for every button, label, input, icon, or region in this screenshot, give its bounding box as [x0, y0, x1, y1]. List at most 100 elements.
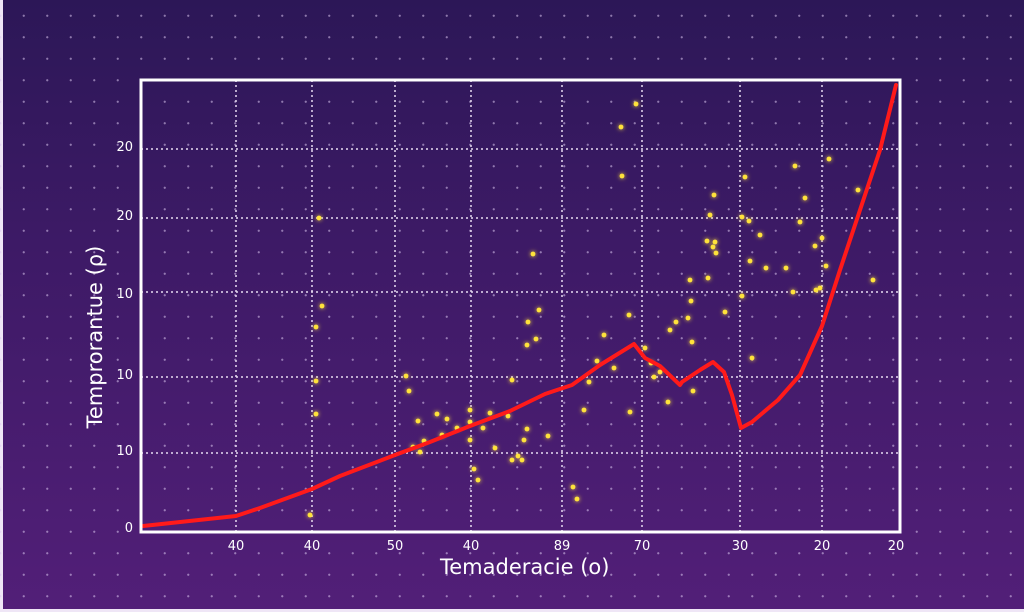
plot-frame — [139, 78, 902, 534]
scatter-point — [307, 512, 313, 518]
scatter-point — [704, 238, 710, 244]
scatter-point — [480, 425, 486, 431]
trend-line — [141, 83, 898, 528]
scatter-point — [509, 377, 515, 383]
scatter-point — [642, 345, 648, 351]
scatter-point — [403, 373, 409, 379]
scatter-point — [823, 263, 829, 269]
scatter-point — [524, 342, 530, 348]
x-tick-label: 30 — [731, 539, 749, 554]
scatter-point — [742, 174, 748, 180]
scatter-point — [515, 453, 521, 459]
scatter-point — [536, 307, 542, 313]
scatter-point — [746, 218, 752, 224]
scatter-point — [855, 187, 861, 193]
scatter-point — [467, 437, 473, 443]
scatter-point — [313, 324, 319, 330]
scatter-point — [524, 426, 530, 432]
x-tick-label: 40 — [227, 539, 245, 554]
scatter-point — [611, 365, 617, 371]
scatter-point — [673, 319, 679, 325]
scatter-point — [467, 419, 473, 425]
scatter-point — [710, 244, 716, 250]
y-tick-label: 10 — [116, 444, 133, 459]
scatter-point — [601, 332, 607, 338]
y-tick-label: 20 — [116, 140, 133, 155]
scatter-point — [487, 410, 493, 416]
scatter-point — [505, 413, 511, 419]
scatter-point — [747, 258, 753, 264]
scatter-point — [712, 239, 718, 245]
scatter-point — [792, 163, 798, 169]
scatter-point — [783, 265, 789, 271]
x-tick-label: 20 — [887, 539, 905, 554]
scatter-point — [665, 399, 671, 405]
scatter-point — [313, 378, 319, 384]
scatter-point — [819, 235, 825, 241]
scatter-points — [307, 101, 876, 518]
scatter-point — [467, 407, 473, 413]
scatter-point — [633, 101, 639, 107]
scatter-point — [570, 484, 576, 490]
scatter-point — [757, 232, 763, 238]
y-tick-label: 10 — [116, 287, 133, 302]
y-tick-label: 20 — [116, 209, 133, 224]
scatter-point — [790, 289, 796, 295]
scatter-point — [870, 277, 876, 283]
x-tick-label: 40 — [303, 539, 321, 554]
scatter-point — [739, 293, 745, 299]
y-tick-label: 0 — [124, 521, 133, 536]
scatter-point — [434, 411, 440, 417]
scatter-point — [533, 336, 539, 342]
scatter-point — [574, 496, 580, 502]
x-tick-label: 20 — [813, 539, 831, 554]
scatter-point — [687, 277, 693, 283]
scatter-point — [545, 433, 551, 439]
scatter-point — [763, 265, 769, 271]
scatter-point — [475, 477, 481, 483]
scatter-point — [705, 275, 711, 281]
scatter-point — [530, 251, 536, 257]
scatter-point — [812, 243, 818, 249]
x-tick-label: 89 — [553, 539, 571, 554]
scatter-point — [690, 388, 696, 394]
scatter-point — [707, 212, 713, 218]
scatter-point — [492, 445, 498, 451]
scatter-point — [444, 416, 450, 422]
scatter-point — [688, 298, 694, 304]
scatter-point — [667, 327, 673, 333]
scatter-point — [415, 418, 421, 424]
x-axis-label: Temaderacie (o) — [440, 555, 610, 579]
scatter-point — [618, 124, 624, 130]
scatter-point — [525, 319, 531, 325]
y-tick-label: 10 — [116, 368, 133, 383]
scatter-point — [581, 407, 587, 413]
scatter-point — [651, 374, 657, 380]
scatter-point — [713, 250, 719, 256]
scatter-point — [316, 215, 322, 221]
scatter-point — [711, 192, 717, 198]
scatter-point — [749, 355, 755, 361]
scatter-point — [813, 287, 819, 293]
scatter-point — [685, 315, 691, 321]
scatter-point — [406, 388, 412, 394]
x-tick-label: 70 — [633, 539, 651, 554]
scatter-point — [627, 409, 633, 415]
scatter-point — [471, 466, 477, 472]
scatter-point — [657, 369, 663, 375]
scatter-point — [626, 312, 632, 318]
scatter-point — [594, 358, 600, 364]
scatter-point — [689, 339, 695, 345]
scatter-point — [619, 173, 625, 179]
scatter-point — [509, 457, 515, 463]
scatter-point — [722, 309, 728, 315]
scatter-point — [826, 156, 832, 162]
gridlines — [141, 80, 900, 532]
scatter-point — [319, 303, 325, 309]
scatter-point — [739, 214, 745, 220]
x-tick-label: 50 — [386, 539, 404, 554]
y-axis-label: Temprorantue (ρ) — [83, 245, 107, 429]
scatter-point — [519, 457, 525, 463]
